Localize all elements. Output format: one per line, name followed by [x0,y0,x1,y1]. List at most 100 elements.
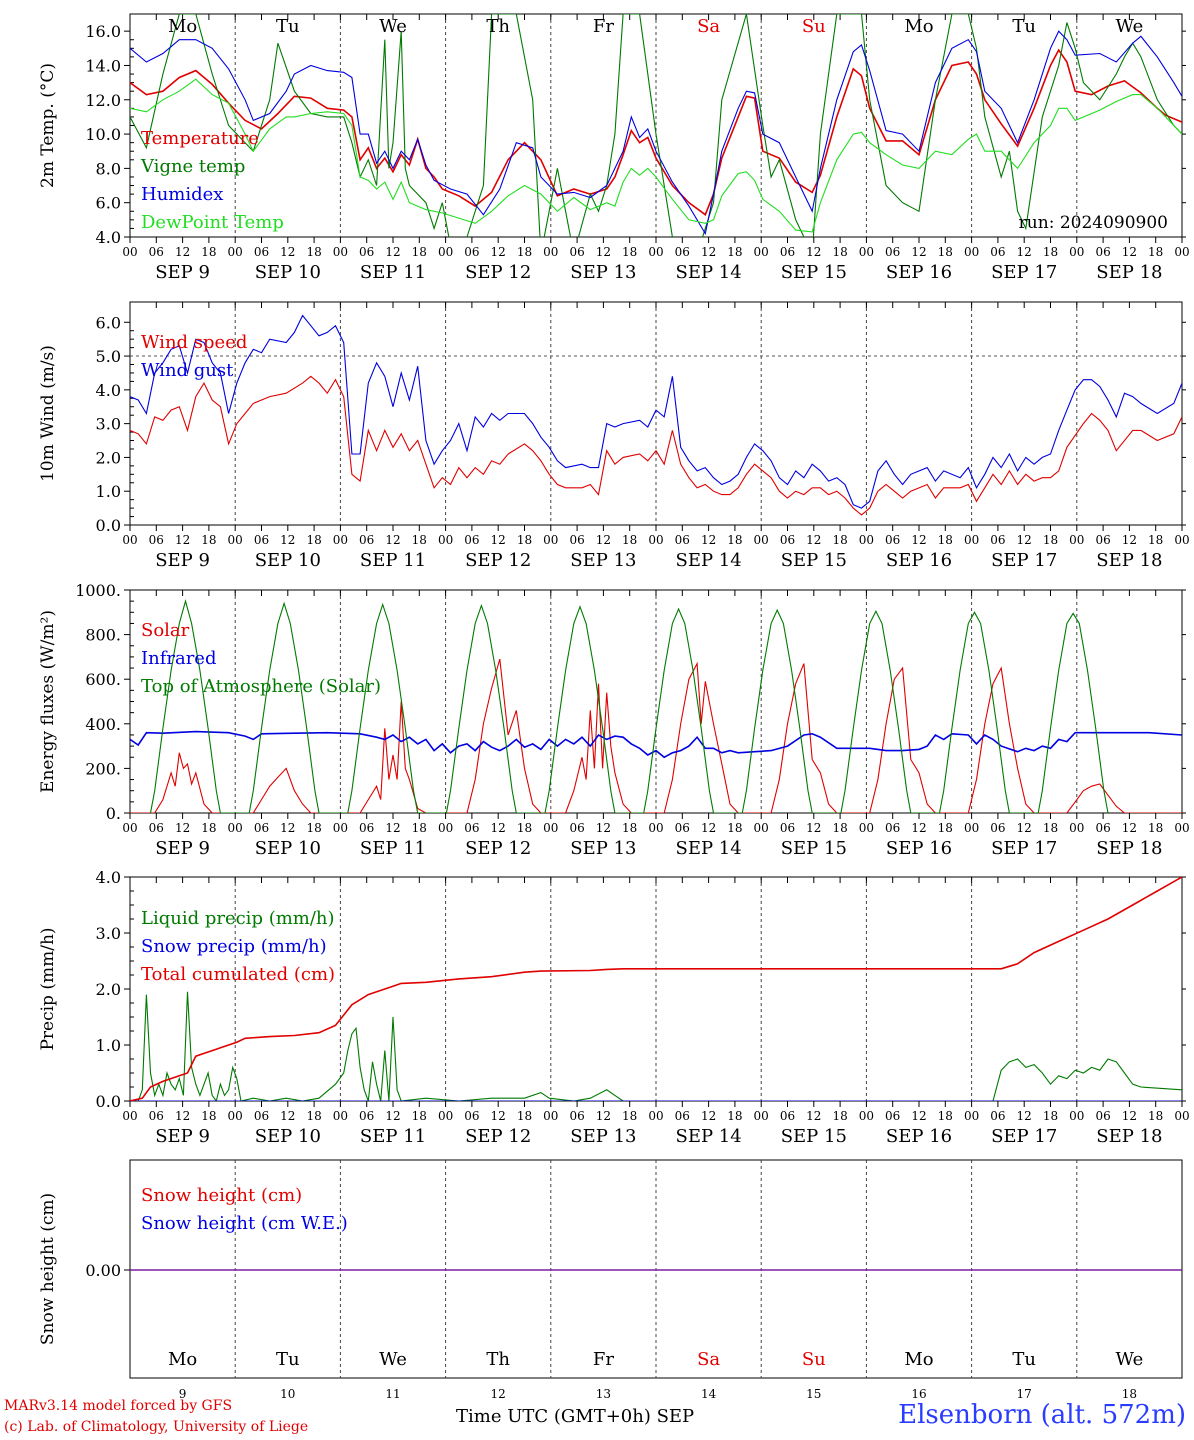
hour-label: 00 [122,245,137,259]
date-label: SEP 15 [781,1126,847,1147]
hour-label: 00 [859,245,874,259]
hour-label: 18 [622,821,637,835]
day-name-label: Tu [276,1349,300,1370]
hour-label: 06 [254,533,269,547]
hour-label: 00 [333,245,348,259]
hour-label: 18 [517,245,532,259]
date-label: SEP 15 [781,838,847,859]
hour-label: 18 [832,1109,847,1123]
date-label: SEP 15 [781,262,847,283]
hour-label: 12 [1017,533,1032,547]
hour-label: 06 [359,533,374,547]
hour-label: 12 [491,245,506,259]
y-axis-label: 10m Wind (m/s) [38,345,58,482]
hour-label: 06 [885,245,900,259]
series-line-total-cumulated-cm- [130,877,1182,1101]
hour-label: 00 [228,245,243,259]
hour-label: 00 [964,821,979,835]
hour-label: 18 [412,1109,427,1123]
hour-label: 06 [675,821,690,835]
day-number-label: 11 [385,1387,400,1401]
date-label: SEP 9 [155,262,210,283]
hour-label: 18 [412,533,427,547]
date-label: SEP 9 [155,550,210,571]
hour-label: 18 [306,821,321,835]
hour-label: 12 [175,245,190,259]
hour-label: 00 [543,821,558,835]
series-line-vigne-temp [130,14,1182,237]
hour-label: 00 [754,245,769,259]
hour-label: 18 [727,533,742,547]
hour-label: 18 [1043,821,1058,835]
hour-label: 12 [385,533,400,547]
date-label: SEP 10 [255,1126,321,1147]
lab-credit: (c) Lab. of Climatology, University of L… [4,1419,309,1435]
y-tick-label: 800. [85,626,121,645]
date-label: SEP 16 [886,550,952,571]
hour-label: 06 [1095,1109,1110,1123]
day-name-label: We [1116,16,1144,37]
hour-label: 18 [622,533,637,547]
date-label: SEP 12 [465,838,531,859]
date-label: SEP 16 [886,262,952,283]
hour-label: 00 [228,533,243,547]
legend-entry: Liquid precip (mm/h) [141,908,335,929]
hour-label: 18 [201,245,216,259]
date-label: SEP 18 [1096,838,1162,859]
day-name-label: Tu [1012,1349,1036,1370]
day-number-label: 13 [596,1387,611,1401]
hour-label: 12 [280,821,295,835]
day-number-label: 16 [911,1387,926,1401]
hour-label: 00 [648,533,663,547]
day-name-label: We [379,1349,407,1370]
hour-label: 06 [780,1109,795,1123]
y-tick-label: 0.00 [85,1261,121,1280]
hour-label: 18 [938,1109,953,1123]
hour-label: 12 [806,1109,821,1123]
day-name-label: Su [802,16,826,37]
legend-entry: Snow height (cm W.E.) [141,1213,348,1234]
day-number-label: 17 [1017,1387,1032,1401]
series-line-top-of-atmosphere-solar- [149,599,1109,813]
hour-label: 18 [517,821,532,835]
x-axis-title: Time UTC (GMT+0h) SEP [456,1406,695,1427]
hour-label: 18 [517,533,532,547]
hour-label: 00 [859,1109,874,1123]
hour-label: 18 [832,245,847,259]
y-tick-label: 0.0 [96,1092,121,1111]
hour-label: 00 [648,245,663,259]
hour-label: 12 [806,245,821,259]
hour-label: 06 [990,1109,1005,1123]
hour-label: 06 [675,1109,690,1123]
day-name-label: Tu [276,16,300,37]
date-label: SEP 18 [1096,1126,1162,1147]
day-name-label: Sa [697,16,720,37]
hour-label: 00 [1174,821,1189,835]
panel-frame [129,589,1183,814]
hour-label: 06 [1095,533,1110,547]
date-label: SEP 13 [570,1126,636,1147]
station-name: Elsenborn (alt. 572m) [898,1400,1186,1430]
hour-label: 00 [964,245,979,259]
y-tick-label: 1000. [75,581,121,600]
hour-label: 12 [175,821,190,835]
date-label: SEP 17 [991,838,1057,859]
day-name-label: Fr [593,1349,614,1370]
day-name-label: Sa [697,1349,720,1370]
date-label: SEP 9 [155,838,210,859]
date-label: SEP 18 [1096,262,1162,283]
hour-label: 06 [675,533,690,547]
hour-label: 06 [464,533,479,547]
hour-label: 06 [359,1109,374,1123]
hour-label: 00 [438,1109,453,1123]
hour-label: 12 [1017,821,1032,835]
hour-label: 06 [780,245,795,259]
hour-label: 18 [306,1109,321,1123]
hour-label: 12 [1122,533,1137,547]
hour-label: 18 [1148,533,1163,547]
hour-label: 00 [438,821,453,835]
hour-label: 18 [412,245,427,259]
y-tick-label: 2.0 [96,980,121,999]
date-label: SEP 12 [465,550,531,571]
hour-label: 06 [569,821,584,835]
